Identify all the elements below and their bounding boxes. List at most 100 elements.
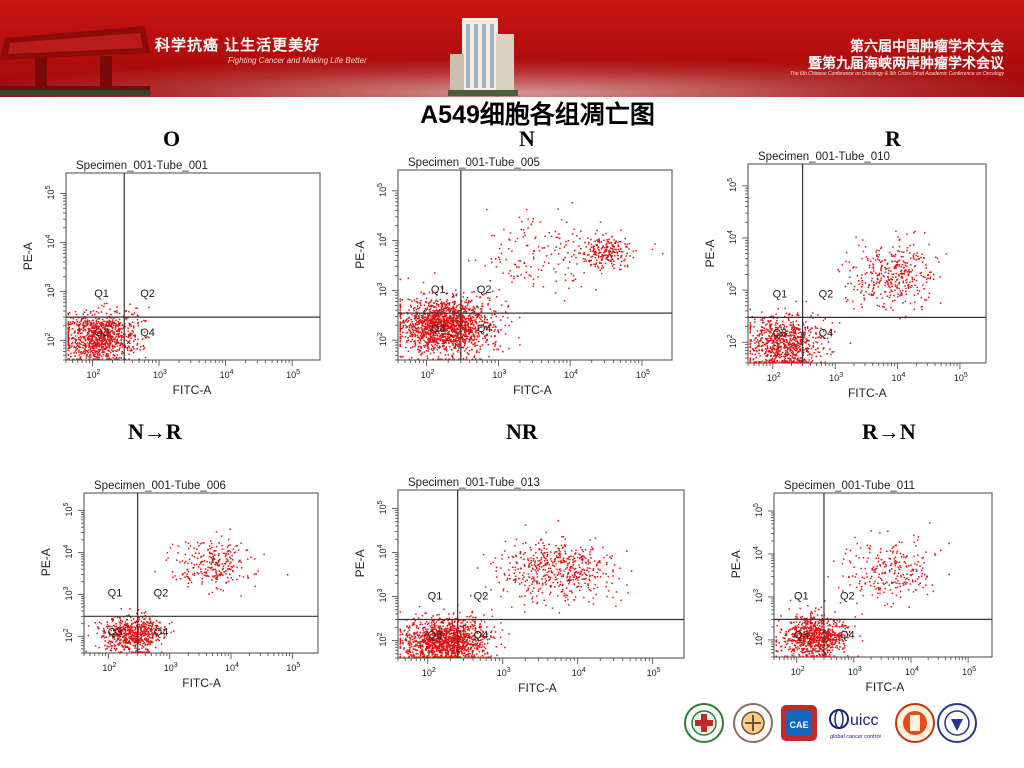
quadrant-label-q2: Q2	[140, 288, 155, 300]
event-dot	[453, 328, 456, 330]
event-dot	[894, 255, 896, 257]
event-dot	[127, 625, 129, 628]
event-dot	[111, 645, 113, 647]
event-dot	[761, 360, 764, 362]
event-dot	[155, 639, 157, 642]
event-dot	[476, 344, 479, 347]
event-dot	[436, 328, 438, 331]
event-dot	[824, 361, 826, 363]
axis-ticks	[60, 193, 293, 366]
event-dot	[584, 258, 587, 261]
event-dot	[810, 361, 812, 363]
event-dot	[407, 298, 409, 300]
event-dot	[906, 278, 908, 281]
event-dot	[131, 651, 134, 653]
x-tick-label: 102	[421, 369, 435, 380]
event-dot	[881, 297, 884, 299]
event-dot	[452, 294, 455, 296]
event-dot	[621, 260, 623, 263]
event-dot	[418, 313, 421, 315]
event-dot	[146, 628, 148, 631]
event-dot	[432, 334, 434, 337]
event-dot	[773, 330, 776, 333]
event-dot	[442, 334, 444, 336]
event-dot	[820, 343, 823, 345]
event-dot	[257, 570, 259, 572]
event-dot	[448, 302, 451, 305]
event-dot	[902, 281, 905, 284]
event-dot	[68, 347, 71, 349]
event-dot	[417, 308, 420, 310]
event-dot	[81, 341, 83, 343]
event-dot	[468, 300, 470, 302]
event-dot	[799, 349, 802, 352]
event-dot	[800, 332, 803, 334]
event-dot	[114, 616, 116, 618]
event-dot	[108, 325, 111, 328]
event-dot	[144, 625, 146, 628]
event-dot	[598, 249, 600, 251]
event-dot	[507, 305, 510, 307]
event-dot	[438, 325, 440, 328]
event-dot	[426, 345, 429, 347]
event-dot	[91, 314, 94, 317]
event-dot	[428, 313, 430, 315]
event-dot	[122, 344, 124, 347]
event-dot	[750, 325, 752, 327]
event-dot	[443, 342, 446, 344]
event-dot	[77, 351, 80, 353]
event-dot	[876, 254, 878, 256]
event-dot	[594, 232, 597, 235]
event-dot	[426, 322, 429, 324]
event-dot	[599, 256, 602, 258]
event-dot	[142, 635, 145, 637]
event-dot	[446, 325, 448, 328]
event-dot	[593, 253, 595, 256]
event-dot	[67, 312, 69, 315]
event-dot	[140, 320, 143, 323]
event-dot	[472, 306, 475, 308]
event-dot	[795, 338, 797, 340]
event-dot	[613, 248, 616, 251]
event-dot	[80, 351, 83, 353]
event-dot	[108, 319, 110, 322]
event-dot	[755, 341, 758, 343]
event-dot	[466, 330, 468, 332]
event-dot	[500, 329, 502, 331]
event-dot	[465, 318, 467, 320]
event-dot	[431, 336, 433, 338]
event-dot	[80, 320, 82, 322]
event-dot	[125, 318, 127, 320]
event-dot	[114, 337, 116, 339]
event-dot	[129, 636, 132, 638]
event-dot	[88, 320, 91, 322]
event-dot	[913, 278, 915, 281]
event-dot	[416, 334, 419, 336]
event-dot	[558, 233, 560, 235]
event-dot	[133, 325, 135, 327]
event-dot	[776, 360, 778, 362]
event-dot	[109, 643, 111, 645]
event-dot	[514, 263, 517, 266]
event-dot	[510, 275, 512, 277]
event-dot	[89, 351, 91, 353]
event-dot	[94, 332, 96, 335]
event-dot	[415, 331, 418, 333]
event-dot	[78, 354, 80, 357]
event-dot	[465, 358, 468, 360]
event-dot	[444, 305, 446, 308]
event-dot	[450, 341, 452, 343]
event-dot	[830, 328, 832, 331]
event-dot	[466, 304, 469, 307]
event-dot	[211, 546, 213, 549]
event-dot	[119, 626, 122, 629]
event-dot	[776, 336, 778, 338]
event-dot	[445, 316, 447, 318]
event-dot	[436, 318, 438, 321]
event-dot	[485, 321, 488, 324]
event-dot	[94, 343, 97, 345]
event-dot	[523, 231, 526, 234]
event-dot	[110, 324, 112, 327]
event-dot	[128, 648, 131, 650]
event-dot	[108, 346, 110, 348]
